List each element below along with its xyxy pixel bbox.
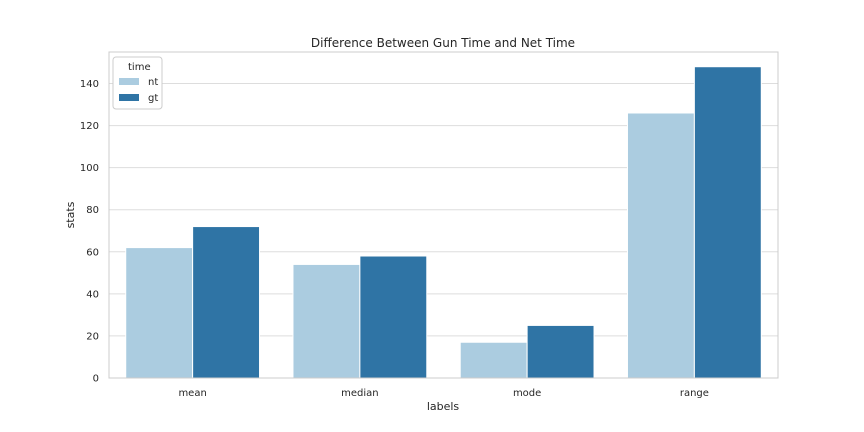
- bar-gt-mode: [526, 324, 595, 379]
- y-tick-label: 60: [86, 247, 99, 258]
- bar-gt-mean: [192, 226, 261, 379]
- plot-frame: [108, 51, 779, 379]
- legend-label-nt: nt: [148, 77, 158, 88]
- chart-title: Difference Between Gun Time and Net Time: [311, 36, 575, 50]
- bar-nt-mean: [125, 247, 194, 379]
- y-tick-label: 120: [80, 121, 99, 132]
- y-tick-label: 20: [86, 331, 99, 342]
- y-tick-label: 0: [93, 374, 99, 385]
- y-tick-label: 40: [86, 289, 99, 300]
- legend-swatch-gt: [119, 94, 139, 101]
- y-tick-label: 80: [86, 205, 99, 216]
- bar-nt-range: [626, 112, 695, 379]
- x-tick-label-mean: mean: [178, 388, 206, 399]
- y-tick-labels: 0 20 40 60 80 100 120 140: [80, 79, 99, 384]
- y-tick-label: 100: [80, 163, 99, 174]
- x-tick-label-median: median: [341, 388, 379, 399]
- y-tick-label: 140: [80, 79, 99, 90]
- x-tick-label-range: range: [680, 388, 709, 399]
- legend-label-gt: gt: [148, 93, 158, 104]
- legend-title: time: [128, 62, 151, 73]
- bar-gt-median: [359, 255, 428, 379]
- y-axis-label: stats: [64, 201, 77, 228]
- bar-nt-median: [292, 263, 361, 379]
- bar-gt-range: [693, 66, 762, 379]
- legend-swatch-nt: [119, 78, 139, 85]
- x-axis-label: labels: [427, 400, 460, 413]
- legend: time nt gt: [112, 56, 163, 110]
- bars-group: [125, 66, 762, 379]
- x-tick-label-mode: mode: [513, 388, 541, 399]
- bar-nt-mode: [459, 341, 528, 379]
- x-tick-labels: mean median mode range: [178, 388, 708, 399]
